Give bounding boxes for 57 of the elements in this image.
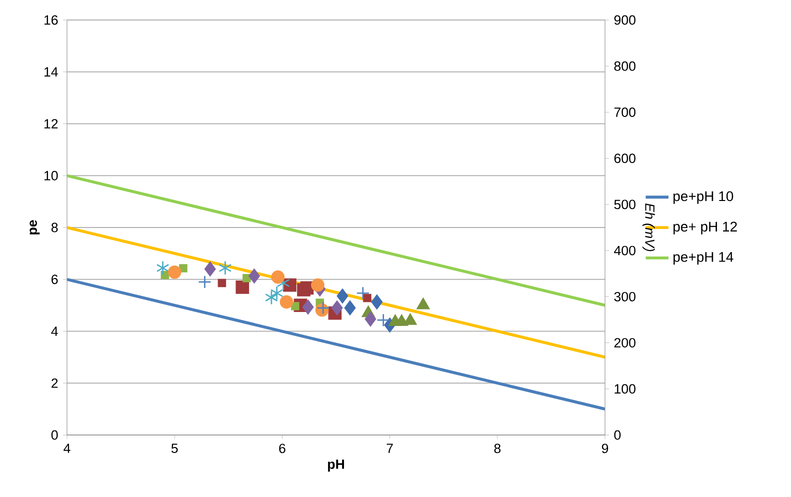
point <box>270 286 284 300</box>
legend-label: pe+pH 10 <box>674 191 734 204</box>
y2-tick-label: 600 <box>614 154 636 164</box>
y2-tick-label: 700 <box>614 108 636 117</box>
y2-tick-label: 100 <box>614 384 636 394</box>
point <box>236 280 250 294</box>
y-tick-label: 10 <box>44 170 58 180</box>
point <box>371 294 383 310</box>
point <box>179 264 188 272</box>
point <box>280 295 294 309</box>
y2-tick-label: 0 <box>614 430 621 440</box>
y2-tick-label: 900 <box>614 15 636 25</box>
point <box>297 283 310 296</box>
x-tick-label: 4 <box>64 444 70 453</box>
y-tick-label: 16 <box>44 15 58 25</box>
y-tick-label: 8 <box>51 222 58 232</box>
x-tick-label: 6 <box>279 444 286 454</box>
y-tick-label: 0 <box>51 430 58 440</box>
point <box>311 278 324 292</box>
point <box>271 270 285 284</box>
x-tick-label: 8 <box>494 444 501 454</box>
point <box>204 262 216 276</box>
point <box>218 260 232 276</box>
point <box>168 265 182 279</box>
point <box>376 313 390 327</box>
point <box>404 314 417 325</box>
y2-tick-label: 500 <box>614 200 636 210</box>
point <box>218 278 226 288</box>
y-tick-label: 2 <box>52 378 58 388</box>
point <box>363 294 372 302</box>
y2-tick-label: 400 <box>614 246 636 256</box>
x-axis-title: pH <box>328 460 344 472</box>
point <box>344 300 356 316</box>
x-tick-label: 7 <box>386 444 393 453</box>
point <box>364 312 376 326</box>
point <box>302 300 314 314</box>
point <box>242 274 251 282</box>
y2-tick-label: 800 <box>614 61 636 71</box>
legend-label: pe+pH 14 <box>674 252 734 265</box>
y-tick-label: 6 <box>52 274 58 284</box>
point <box>156 260 170 276</box>
y-axis-title: pe <box>30 220 40 234</box>
point <box>248 268 260 284</box>
y2-axis-title: Eh (mV) <box>642 203 655 252</box>
x-tick-label: 9 <box>602 444 608 454</box>
y2-tick-label: 300 <box>614 292 636 302</box>
point <box>331 300 343 316</box>
y-tick-label: 14 <box>44 67 58 76</box>
point <box>336 288 348 304</box>
y2-tick-label: 200 <box>614 338 636 348</box>
legend-label: pe+ pH 12 <box>674 222 737 234</box>
point <box>356 286 370 300</box>
y-tick-label: 12 <box>44 119 58 128</box>
x-tick-label: 5 <box>171 444 178 454</box>
point <box>265 290 278 305</box>
y-tick-label: 4 <box>51 326 58 336</box>
point <box>198 275 212 289</box>
